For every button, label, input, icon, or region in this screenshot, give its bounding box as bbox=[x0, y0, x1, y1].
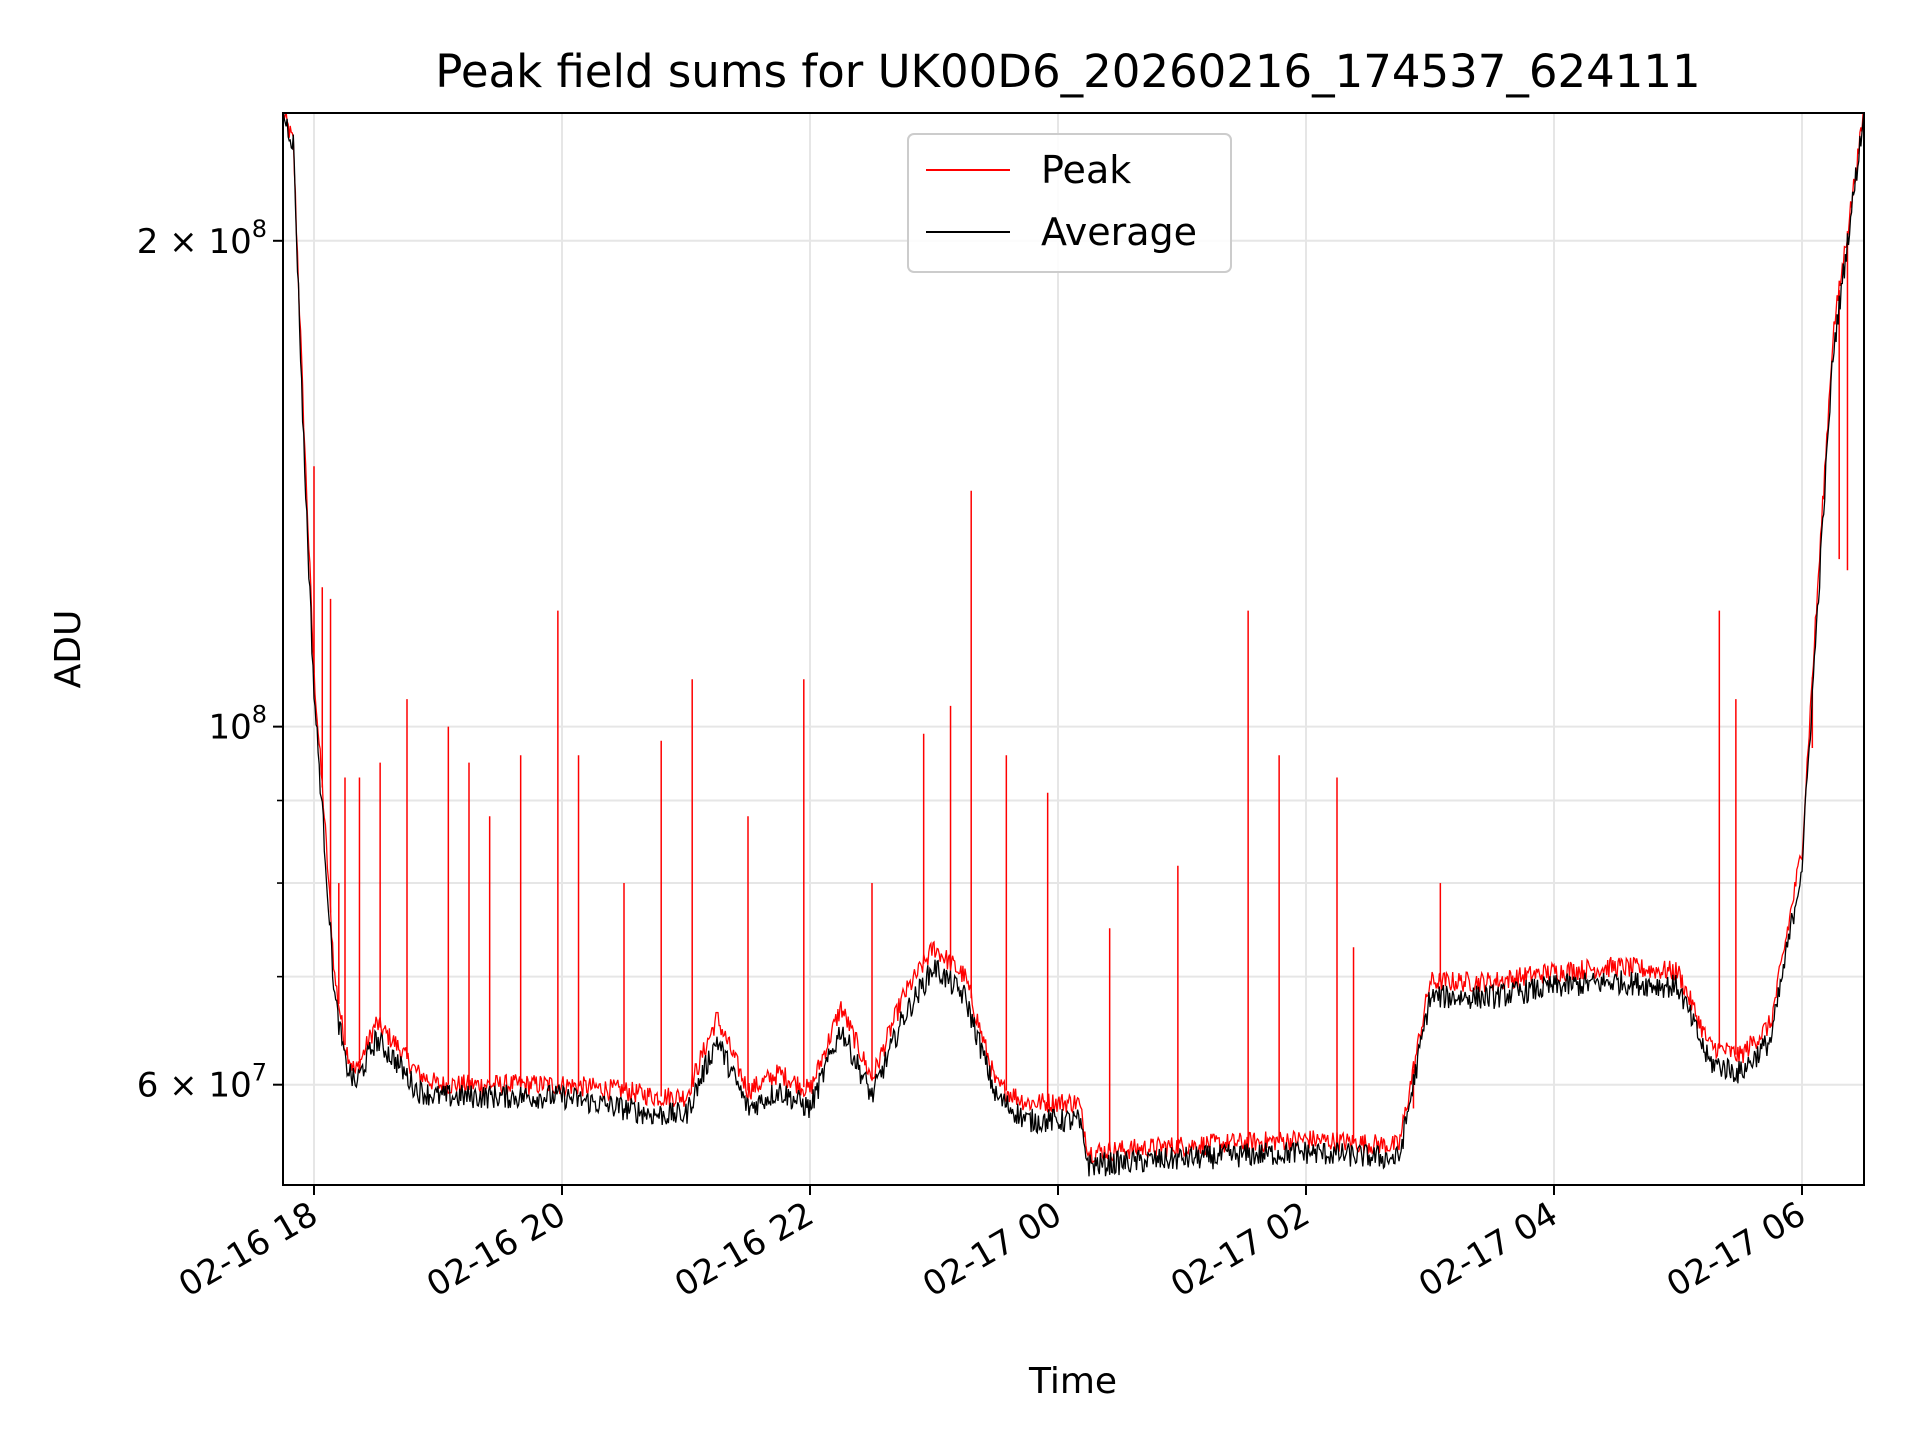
series-lines bbox=[283, 113, 1864, 1177]
peak-series-line bbox=[283, 113, 1864, 1164]
legend-average-label: Average bbox=[1041, 210, 1197, 254]
y-tick-label: 6 × 107 bbox=[137, 1059, 267, 1106]
y-axis: 2 × 108 108 6 × 107 bbox=[137, 215, 283, 1106]
chart-title: Peak field sums for UK00D6_20260216_1745… bbox=[435, 45, 1700, 98]
legend: Peak Average bbox=[907, 133, 1232, 273]
y-tick-label: 2 × 108 bbox=[137, 215, 267, 262]
plot-area bbox=[283, 113, 1864, 1185]
average-series-line bbox=[283, 113, 1864, 1177]
y-tick-label: 108 bbox=[208, 701, 267, 748]
plot-frame bbox=[282, 112, 1865, 1186]
legend-box bbox=[907, 133, 1232, 273]
legend-peak-label: Peak bbox=[1041, 148, 1131, 192]
x-axis-label: Time bbox=[1028, 1361, 1117, 1402]
y-axis-label: ADU bbox=[48, 610, 89, 689]
